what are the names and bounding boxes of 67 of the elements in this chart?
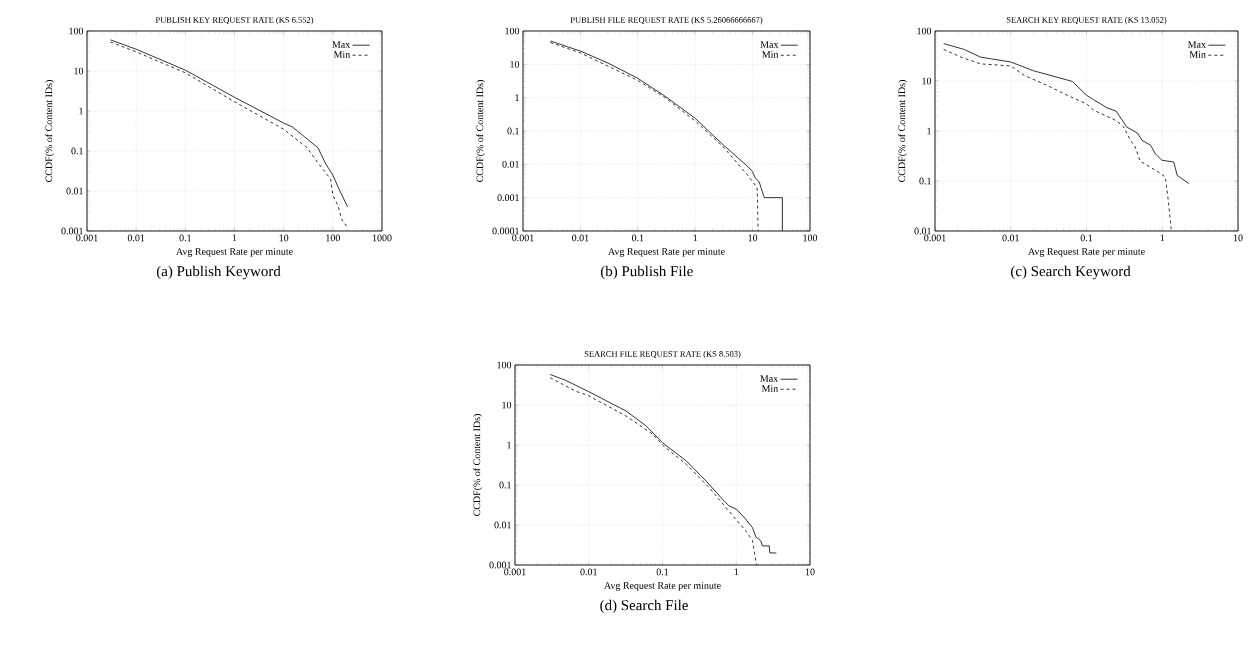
x-tick-label: 1000 bbox=[372, 234, 392, 242]
y-tick-label: 10 bbox=[74, 67, 84, 75]
x-tick-label: 100 bbox=[803, 234, 818, 242]
x-axis-title: Avg Request Rate per minute bbox=[604, 582, 721, 591]
legend-label: Max bbox=[760, 41, 779, 48]
y-tick-label: 1 bbox=[927, 127, 931, 135]
y-tick-label: 10 bbox=[922, 77, 932, 85]
y-tick-label: 1 bbox=[79, 107, 83, 115]
y-tick-label: 100 bbox=[497, 361, 512, 369]
x-tick-label: 0.1 bbox=[179, 234, 191, 242]
y-tick-label: 0.0001 bbox=[492, 227, 519, 235]
x-axis-title: Avg Request Rate per minute bbox=[176, 248, 293, 257]
x-tick-label: 100 bbox=[326, 234, 340, 242]
y-tick-label: 100 bbox=[917, 27, 932, 35]
y-tick-label: 10 bbox=[510, 60, 520, 68]
y-tick-label: 100 bbox=[505, 27, 520, 35]
y-axis-title: CCDF(% of Content IDs) bbox=[473, 414, 483, 516]
chart-title: PUBLISH FILE REQUEST RATE (KS 5.26066666667) bbox=[570, 16, 763, 25]
x-tick-label: 1 bbox=[693, 234, 698, 242]
x-axis-title: Avg Request Rate per minute bbox=[608, 248, 725, 257]
y-tick-label: 1 bbox=[507, 441, 511, 449]
x-tick-label: 10 bbox=[279, 234, 289, 242]
x-tick-label: 1 bbox=[734, 568, 739, 576]
legend-label: Max bbox=[332, 41, 351, 48]
x-tick-label: 0.1 bbox=[1080, 234, 1093, 242]
y-tick-label: 0.01 bbox=[494, 521, 511, 529]
x-tick-label: 0.01 bbox=[572, 234, 589, 242]
y-tick-label: 1 bbox=[515, 94, 519, 101]
legend-label: Min bbox=[333, 51, 351, 58]
text: (c) Search Keyword bbox=[1011, 265, 1131, 280]
legend-label: Max bbox=[760, 375, 779, 382]
y-tick-label: 0.01 bbox=[502, 160, 519, 168]
legend-label: Max bbox=[1187, 41, 1206, 48]
x-tick-label: 0.01 bbox=[1002, 234, 1019, 242]
chart-title: SEARCH KEY REQUEST RATE (KS 13.052) bbox=[1006, 16, 1167, 25]
legend-label: Min bbox=[1189, 51, 1206, 58]
y-tick-label: 0.01 bbox=[914, 227, 931, 235]
y-axis-title: CCDF(% of Content IDs) bbox=[476, 80, 486, 182]
y-tick-label: 0.001 bbox=[489, 561, 511, 569]
text: (b) Publish File bbox=[600, 265, 693, 280]
text: (a) Publish Keyword bbox=[156, 265, 281, 280]
y-axis-title: CCDF(% of Content IDs) bbox=[45, 80, 55, 182]
x-tick-label: 0.1 bbox=[631, 234, 644, 242]
x-tick-label: 1 bbox=[1160, 234, 1165, 242]
y-tick-label: 0.1 bbox=[919, 177, 931, 185]
x-axis-title: Avg Request Rate per minute bbox=[1028, 248, 1145, 257]
legend-label: Min bbox=[762, 51, 779, 58]
y-tick-label: 0.01 bbox=[66, 187, 83, 195]
y-tick-label: 0.1 bbox=[71, 147, 83, 155]
y-tick-label: 10 bbox=[502, 401, 512, 409]
chart-title: PUBLISH KEY REQUEST RATE (KS 6.552) bbox=[155, 16, 314, 25]
y-tick-label: 0.1 bbox=[507, 127, 519, 135]
chart-title: SEARCH FILE REQUEST RATE (KS 8.503) bbox=[584, 350, 741, 359]
x-tick-label: 1 bbox=[232, 234, 237, 242]
x-tick-label: 10 bbox=[1233, 234, 1243, 242]
x-tick-label: 10 bbox=[805, 568, 815, 576]
y-tick-label: 0.001 bbox=[497, 194, 519, 202]
y-tick-label: 0.1 bbox=[499, 481, 511, 489]
text: (d) Search File bbox=[600, 599, 688, 614]
y-tick-label: 100 bbox=[69, 27, 84, 35]
x-tick-label: 0.01 bbox=[580, 568, 597, 576]
x-tick-label: 10 bbox=[748, 234, 758, 242]
y-tick-label: 0.001 bbox=[61, 227, 83, 235]
legend-label: Min bbox=[761, 385, 779, 392]
y-axis-title: CCDF(% of Content IDs) bbox=[898, 80, 908, 182]
x-tick-label: 0.1 bbox=[656, 568, 669, 576]
x-tick-label: 0.01 bbox=[127, 234, 145, 242]
